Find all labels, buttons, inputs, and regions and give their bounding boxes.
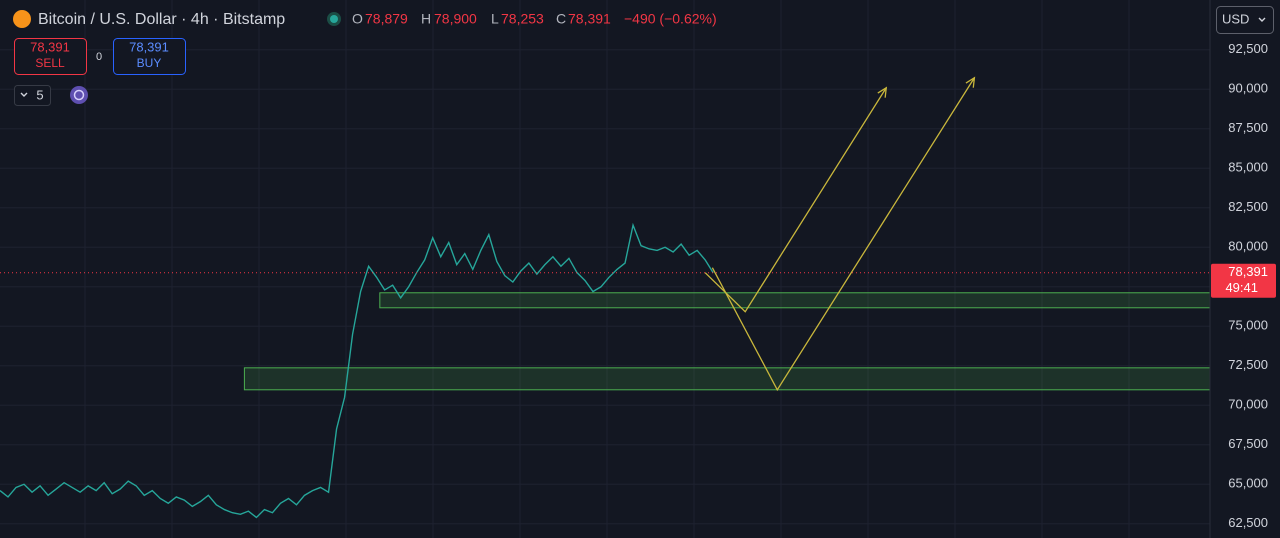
- y-tick-label: 82,500: [1228, 199, 1268, 214]
- buy-button[interactable]: [113, 38, 186, 75]
- low-value: 78,253: [501, 11, 544, 27]
- last-price-badge: [1211, 263, 1276, 298]
- arrow-head: [965, 76, 976, 88]
- close-label: C: [556, 11, 566, 27]
- price-line: [0, 222, 714, 519]
- sell-button[interactable]: [14, 38, 87, 75]
- sync-button[interactable]: [70, 86, 88, 104]
- y-tick-label: 80,000: [1228, 239, 1268, 254]
- y-tick-label: 87,500: [1228, 120, 1268, 135]
- y-tick-label: 67,500: [1228, 436, 1268, 451]
- buy-label: BUY: [137, 56, 162, 70]
- currency: USD: [1222, 11, 1249, 26]
- symbol-title: Bitcoin / U.S. Dollar · 4h · Bitstamp: [38, 11, 285, 28]
- indicator-count: 5: [36, 87, 43, 102]
- y-tick-label: 62,500: [1228, 515, 1268, 530]
- support-zone: [379, 292, 1211, 309]
- bitcoin-icon: [13, 10, 31, 28]
- projection-path: [704, 87, 887, 313]
- open-label: O: [352, 11, 363, 27]
- open-value: 78,879: [365, 11, 408, 27]
- y-tick-label: 85,000: [1228, 160, 1268, 175]
- buy-price: 78,391: [129, 39, 169, 54]
- sell-price: 78,391: [30, 39, 70, 54]
- last-price-label: 78,391: [1228, 264, 1268, 279]
- sell-label: SELL: [35, 56, 65, 70]
- y-tick-label: 70,000: [1228, 397, 1268, 412]
- chevron-icon: [1258, 17, 1266, 22]
- y-tick-label: 92,500: [1228, 41, 1268, 56]
- high-label: H: [421, 11, 431, 27]
- y-tick-label: 65,000: [1228, 476, 1268, 491]
- y-tick-label: 72,500: [1228, 357, 1268, 372]
- high-value: 78,900: [434, 11, 477, 27]
- arrow-head: [877, 86, 888, 98]
- change-value: −490 (−0.62%): [624, 11, 717, 27]
- y-tick-label: 75,000: [1228, 318, 1268, 333]
- indicator-toggle[interactable]: [14, 85, 51, 106]
- close-value: 78,391: [568, 11, 611, 27]
- currency-select[interactable]: [1216, 6, 1274, 34]
- low-label: L: [491, 11, 499, 27]
- support-zone: [243, 367, 1211, 391]
- bar-countdown: 49:41: [1225, 280, 1258, 295]
- y-tick-label: 90,000: [1228, 81, 1268, 96]
- market-status-dot: [330, 15, 338, 23]
- chevron-icon: [20, 92, 28, 97]
- sync-icon: [73, 89, 85, 101]
- spread: 0: [96, 51, 102, 63]
- projection-path: [711, 77, 975, 392]
